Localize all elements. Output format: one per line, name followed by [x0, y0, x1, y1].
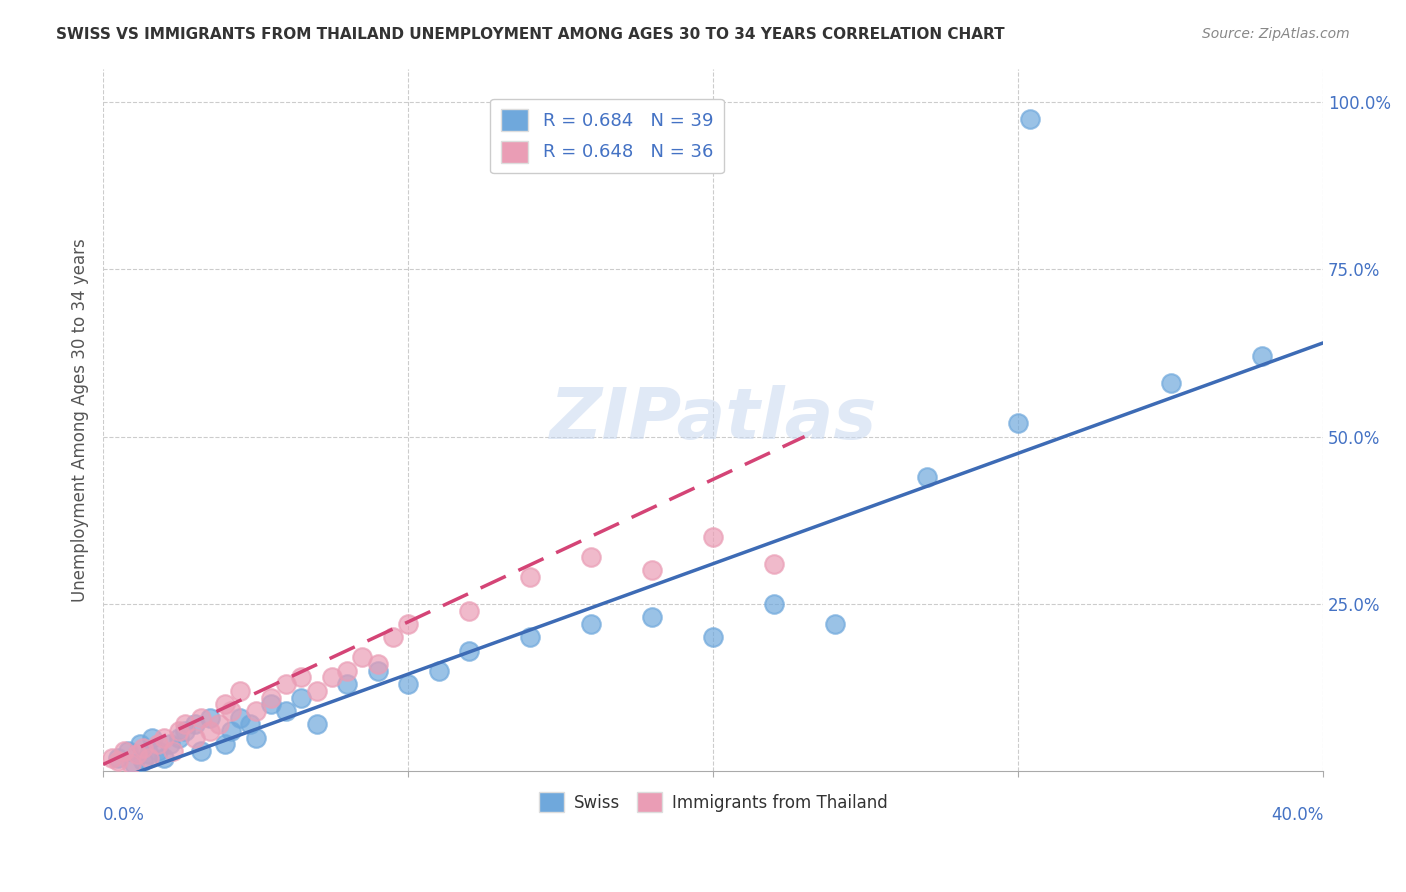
- Point: [396, 616, 419, 631]
- Point: [153, 751, 176, 765]
- Point: [336, 677, 359, 691]
- Point: [396, 677, 419, 691]
- Point: [153, 731, 176, 745]
- Point: [290, 670, 312, 684]
- Point: [219, 704, 242, 718]
- Point: [427, 664, 450, 678]
- Point: [305, 717, 328, 731]
- Point: [125, 747, 148, 762]
- Point: [132, 754, 155, 768]
- Text: 0.0%: 0.0%: [103, 806, 145, 824]
- Point: [458, 643, 481, 657]
- Point: [138, 747, 160, 762]
- Point: [190, 710, 212, 724]
- Point: [352, 650, 374, 665]
- Point: [702, 530, 724, 544]
- Point: [238, 717, 260, 731]
- Point: [120, 757, 142, 772]
- Point: [641, 563, 664, 577]
- Point: [260, 697, 283, 711]
- Point: [174, 723, 197, 738]
- Point: [229, 683, 252, 698]
- Point: [101, 751, 124, 765]
- Text: 40.0%: 40.0%: [1271, 806, 1323, 824]
- Point: [183, 731, 205, 745]
- Point: [214, 697, 236, 711]
- Point: [367, 657, 389, 671]
- Point: [336, 664, 359, 678]
- Point: [219, 723, 242, 738]
- Point: [276, 704, 298, 718]
- Point: [305, 683, 328, 698]
- Point: [824, 616, 846, 631]
- Y-axis label: Unemployment Among Ages 30 to 34 years: Unemployment Among Ages 30 to 34 years: [72, 238, 89, 602]
- Point: [260, 690, 283, 705]
- Point: [1019, 112, 1042, 126]
- Point: [132, 740, 155, 755]
- Point: [276, 677, 298, 691]
- Point: [245, 704, 267, 718]
- Point: [174, 717, 197, 731]
- Point: [915, 469, 938, 483]
- Point: [641, 610, 664, 624]
- Point: [208, 717, 231, 731]
- Point: [763, 597, 786, 611]
- Legend: Swiss, Immigrants from Thailand: Swiss, Immigrants from Thailand: [531, 785, 894, 819]
- Point: [128, 737, 150, 751]
- Point: [519, 570, 541, 584]
- Point: [169, 723, 191, 738]
- Point: [579, 549, 602, 564]
- Point: [107, 751, 129, 765]
- Point: [183, 717, 205, 731]
- Text: Source: ZipAtlas.com: Source: ZipAtlas.com: [1202, 27, 1350, 41]
- Point: [229, 710, 252, 724]
- Point: [146, 737, 169, 751]
- Text: ZIPatlas: ZIPatlas: [550, 385, 877, 454]
- Point: [169, 731, 191, 745]
- Point: [702, 630, 724, 644]
- Point: [162, 744, 184, 758]
- Point: [1251, 349, 1274, 363]
- Point: [245, 731, 267, 745]
- Point: [1160, 376, 1182, 390]
- Point: [107, 754, 129, 768]
- Point: [763, 557, 786, 571]
- Point: [381, 630, 404, 644]
- Point: [114, 744, 136, 758]
- Point: [190, 744, 212, 758]
- Point: [198, 710, 221, 724]
- Point: [159, 737, 181, 751]
- Point: [458, 603, 481, 617]
- Point: [198, 723, 221, 738]
- Point: [579, 616, 602, 631]
- Point: [117, 744, 139, 758]
- Point: [290, 690, 312, 705]
- Point: [1007, 416, 1029, 430]
- Point: [321, 670, 343, 684]
- Point: [519, 630, 541, 644]
- Point: [122, 757, 145, 772]
- Text: SWISS VS IMMIGRANTS FROM THAILAND UNEMPLOYMENT AMONG AGES 30 TO 34 YEARS CORRELA: SWISS VS IMMIGRANTS FROM THAILAND UNEMPL…: [56, 27, 1005, 42]
- Point: [141, 731, 163, 745]
- Point: [214, 737, 236, 751]
- Point: [138, 751, 160, 765]
- Point: [367, 664, 389, 678]
- Point: [146, 744, 169, 758]
